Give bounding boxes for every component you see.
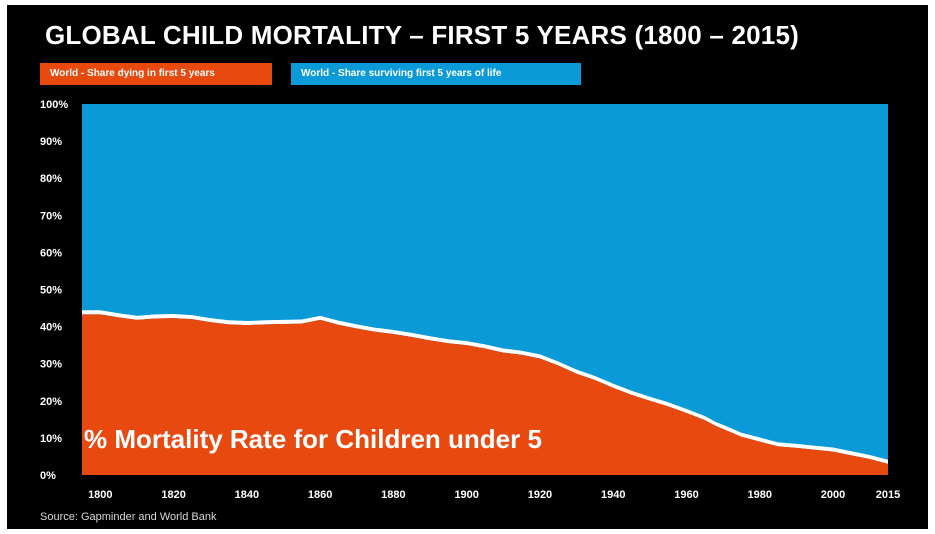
x-tick-label: 1900 <box>454 489 478 501</box>
y-tick-label: 10% <box>40 433 62 445</box>
x-tick-label: 1820 <box>161 489 185 501</box>
y-tick-label: 80% <box>40 173 62 185</box>
x-tick-label: 1840 <box>235 489 259 501</box>
series-area-surviving <box>82 104 888 464</box>
y-tick-label: 60% <box>40 247 62 259</box>
series-boundary <box>82 310 888 464</box>
x-tick-label: 1860 <box>308 489 332 501</box>
x-tick-label: 2015 <box>876 489 900 501</box>
x-tick-label: 1960 <box>674 489 698 501</box>
y-tick-label: 70% <box>40 210 62 222</box>
series-area-dying <box>82 314 888 475</box>
x-tick-label: 2000 <box>821 489 845 501</box>
y-tick-label: 100% <box>40 99 68 111</box>
y-axis: 100% 90% 80% 70% 60% 50% 40% 30% 20% 10% 0% <box>40 99 68 482</box>
legend-item-dying: World - Share dying in first 5 years <box>40 63 272 85</box>
chart-annotation: % Mortality Rate for Children under 5 <box>84 424 542 454</box>
x-tick-label: 1980 <box>748 489 772 501</box>
x-tick-label: 1800 <box>88 489 112 501</box>
y-tick-label: 90% <box>40 136 62 148</box>
y-tick-label: 0% <box>40 470 56 482</box>
y-tick-label: 30% <box>40 359 62 371</box>
x-tick-label: 1920 <box>528 489 552 501</box>
x-tick-label: 1940 <box>601 489 625 501</box>
source-note: Source: Gapminder and World Bank <box>40 511 217 523</box>
x-tick-label: 1880 <box>381 489 405 501</box>
y-tick-label: 40% <box>40 322 62 334</box>
legend-item-surviving: World - Share surviving first 5 years of… <box>291 63 581 85</box>
chart-title: GLOBAL CHILD MORTALITY – FIRST 5 YEARS (… <box>45 20 799 50</box>
x-axis: 1800 1820 1840 1860 1880 1900 1920 1940 1960 1980… <box>88 489 900 501</box>
y-tick-label: 20% <box>40 396 62 408</box>
y-tick-label: 50% <box>40 285 62 297</box>
plot-area <box>82 104 888 475</box>
